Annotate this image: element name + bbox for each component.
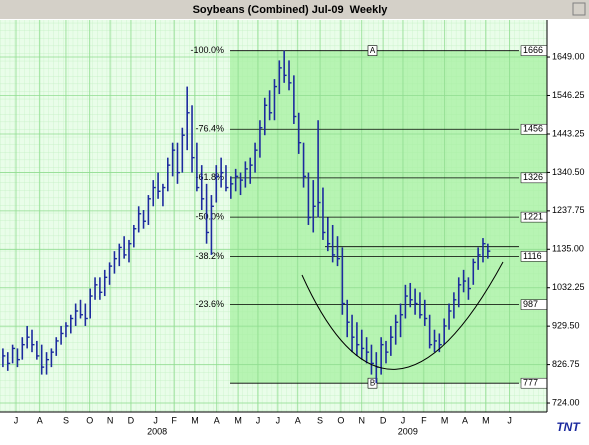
- chart-title: Soybeans (Combined) Jul-09 Weekly: [193, 4, 389, 16]
- x-tick-label: M: [191, 415, 199, 425]
- x-tick-label: F: [421, 415, 427, 425]
- y-tick-label: 1032.25: [552, 282, 585, 292]
- fib-value-label: 777: [523, 378, 538, 388]
- fib-value-label: 987: [523, 299, 538, 309]
- y-tick-label: 1649.00: [552, 51, 585, 61]
- x-tick-label: J: [14, 415, 19, 425]
- fib-value-label: 1116: [523, 251, 542, 261]
- fib-value-label: 1666: [523, 45, 543, 55]
- x-tick-label: J: [507, 415, 512, 425]
- fib-value-label: 1456: [523, 124, 543, 134]
- fib-marker-box: [367, 45, 378, 56]
- fib-value-box: [520, 172, 547, 184]
- right-axis-panel: [547, 20, 589, 412]
- window-button[interactable]: [572, 2, 586, 16]
- plot: -100.0% 1666 A -76.4% 1456 -61.8% 1326 -50.0% 12…: [0, 20, 547, 412]
- logo: TNT: [556, 420, 581, 434]
- fib-value-box: [520, 211, 547, 223]
- x-tick-label: M: [234, 415, 242, 425]
- x-tick-label: S: [63, 415, 69, 425]
- x-tick-label: A: [37, 415, 43, 425]
- x-tick-label: A: [214, 415, 220, 425]
- fib-pct-label: -76.4%: [195, 124, 224, 134]
- fib-value-box: [520, 299, 547, 310]
- fib-value-box: [520, 251, 547, 262]
- x-tick-label: J: [153, 415, 158, 425]
- y-tick-label: 1340.50: [552, 167, 585, 177]
- fib-marker: A: [370, 46, 376, 55]
- fib-value-label: 1221: [523, 211, 543, 221]
- x-tick-label: A: [462, 415, 468, 425]
- x-tick-label: S: [317, 415, 323, 425]
- title-bar: [0, 0, 589, 19]
- y-tick-label: 1443.25: [552, 128, 585, 138]
- y-tick-label: 1135.00: [552, 244, 584, 254]
- fib-pct-label: -38.2%: [195, 251, 224, 261]
- fib-value-box: [520, 123, 547, 135]
- y-tick-label: 1546.25: [552, 90, 585, 100]
- fib-pct-label: -50.0%: [195, 211, 224, 221]
- x-tick-label: N: [359, 415, 366, 425]
- x-tick-label: N: [107, 415, 114, 425]
- year-label: 2008: [147, 426, 167, 436]
- fib-marker: B: [370, 378, 375, 387]
- fib-value-box: [520, 45, 547, 56]
- x-tick-label: J: [256, 415, 261, 425]
- x-tick-label: O: [337, 415, 344, 425]
- x-tick-label: D: [380, 415, 387, 425]
- fib-pct-label: -23.6%: [195, 299, 224, 309]
- x-tick-label: A: [295, 415, 301, 425]
- x-tick-label: F: [171, 415, 177, 425]
- fib-value-box: [520, 377, 547, 389]
- x-tick-label: D: [128, 415, 135, 425]
- x-tick-label: J: [276, 415, 281, 425]
- fib-pct-label: -100.0%: [190, 45, 224, 55]
- y-tick-label: 1237.75: [552, 205, 585, 215]
- y-tick-label: 724.00: [552, 397, 580, 407]
- year-label: 2009: [398, 426, 418, 436]
- x-tick-label: O: [86, 415, 93, 425]
- x-tick-label: J: [401, 415, 406, 425]
- fib-value-label: 1326: [523, 172, 543, 182]
- bottom-axis-panel: [0, 412, 589, 440]
- x-tick-label: M: [441, 415, 449, 425]
- y-tick-label: 929.50: [552, 321, 580, 331]
- x-tick-label: M: [482, 415, 490, 425]
- arc-drawing: [301, 261, 504, 370]
- y-tick-label: 826.75: [552, 359, 580, 369]
- fib-pct-label: -61.8%: [195, 172, 224, 182]
